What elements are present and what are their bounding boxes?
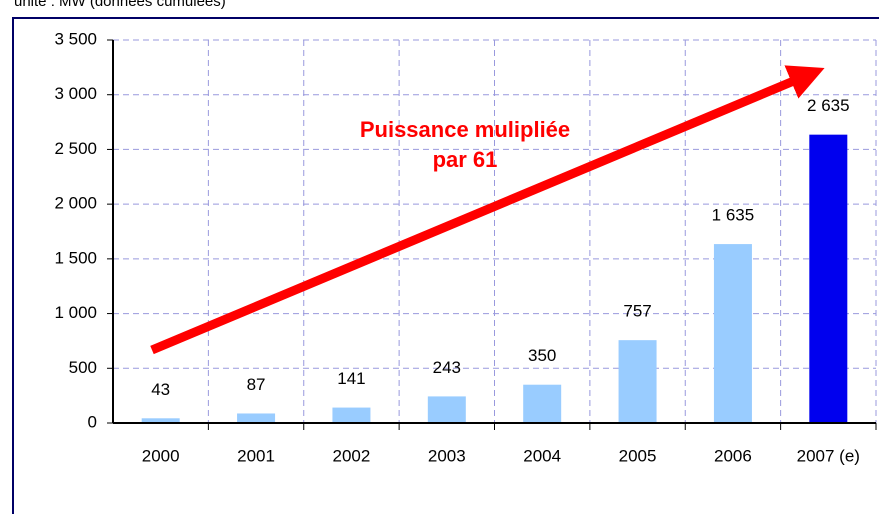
y-tick-label: 2 500: [54, 139, 97, 158]
value-label: 350: [528, 346, 556, 365]
bar: [237, 413, 276, 423]
y-tick-label: 2 000: [54, 194, 97, 213]
y-tick-label: 1 500: [54, 248, 97, 267]
annotation: par 61: [433, 147, 498, 172]
bar: [618, 340, 657, 423]
value-label: 43: [151, 380, 170, 399]
x-tick-label: 2006: [714, 446, 752, 465]
y-tick-label: 1 000: [54, 303, 97, 322]
bar: [332, 407, 371, 423]
x-tick-label: 2001: [237, 446, 275, 465]
subtitle: unité : MW (données cumulées): [14, 0, 226, 10]
bar: [427, 396, 466, 423]
value-label: 757: [623, 302, 651, 321]
x-tick-label: 2003: [428, 446, 466, 465]
y-tick-label: 3 000: [54, 84, 97, 103]
value-label: 2 635: [807, 96, 850, 115]
frame: [12, 17, 879, 514]
value-label: 87: [247, 375, 266, 394]
bar: [523, 384, 562, 423]
x-tick-label: 2004: [523, 446, 561, 465]
y-tick-label: 0: [88, 412, 97, 431]
y-tick-label: 3 500: [54, 29, 97, 48]
annotation: Puissance mulipliée: [360, 117, 570, 142]
value-label: 243: [433, 358, 461, 377]
y-tick-label: 500: [69, 358, 97, 377]
trend-arrow: [150, 65, 825, 355]
value-label: 1 635: [712, 206, 755, 225]
bar: [713, 244, 752, 423]
value-label: 141: [337, 369, 365, 388]
x-tick-label: 2005: [619, 446, 657, 465]
x-tick-label: 2000: [142, 446, 180, 465]
x-tick-label: 2007 (e): [797, 446, 860, 465]
bar: [809, 134, 848, 424]
x-tick-label: 2002: [333, 446, 371, 465]
bar: [141, 418, 180, 423]
